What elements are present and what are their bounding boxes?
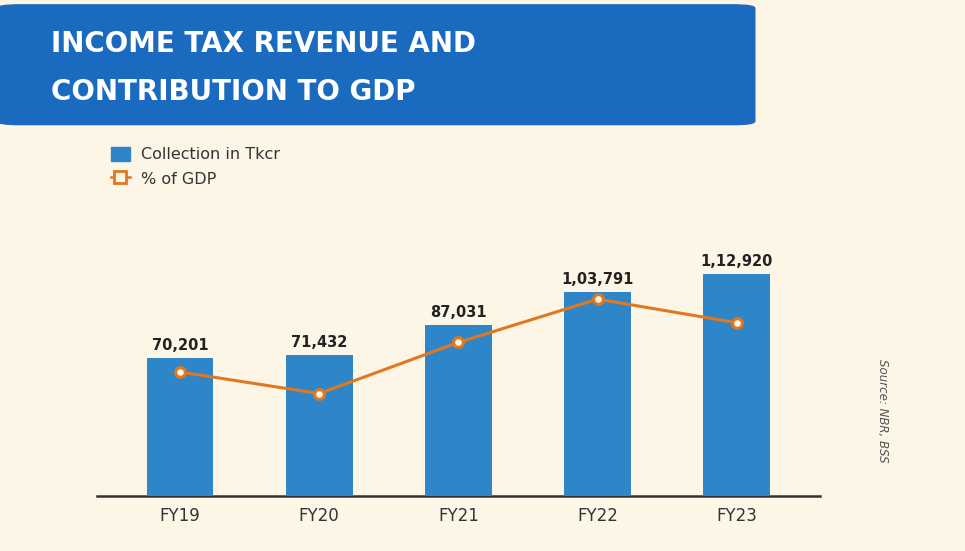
Bar [565, 291, 631, 496]
Text: 70,201: 70,201 [152, 338, 208, 353]
Bar [703, 274, 770, 496]
Bar [147, 358, 213, 496]
Text: INCOME TAX REVENUE AND: INCOME TAX REVENUE AND [51, 30, 477, 58]
Bar [286, 355, 352, 496]
Text: 71,432: 71,432 [291, 336, 347, 350]
Text: Source: NBR, BSS: Source: NBR, BSS [876, 359, 890, 463]
Text: CONTRIBUTION TO GDP: CONTRIBUTION TO GDP [51, 78, 416, 106]
Text: 1,03,791: 1,03,791 [562, 272, 634, 287]
Text: 1,12,920: 1,12,920 [701, 254, 773, 269]
Text: 87,031: 87,031 [430, 305, 486, 320]
Legend: Collection in Tkcr, % of GDP: Collection in Tkcr, % of GDP [104, 140, 287, 193]
FancyBboxPatch shape [0, 5, 755, 125]
Bar [425, 325, 492, 496]
